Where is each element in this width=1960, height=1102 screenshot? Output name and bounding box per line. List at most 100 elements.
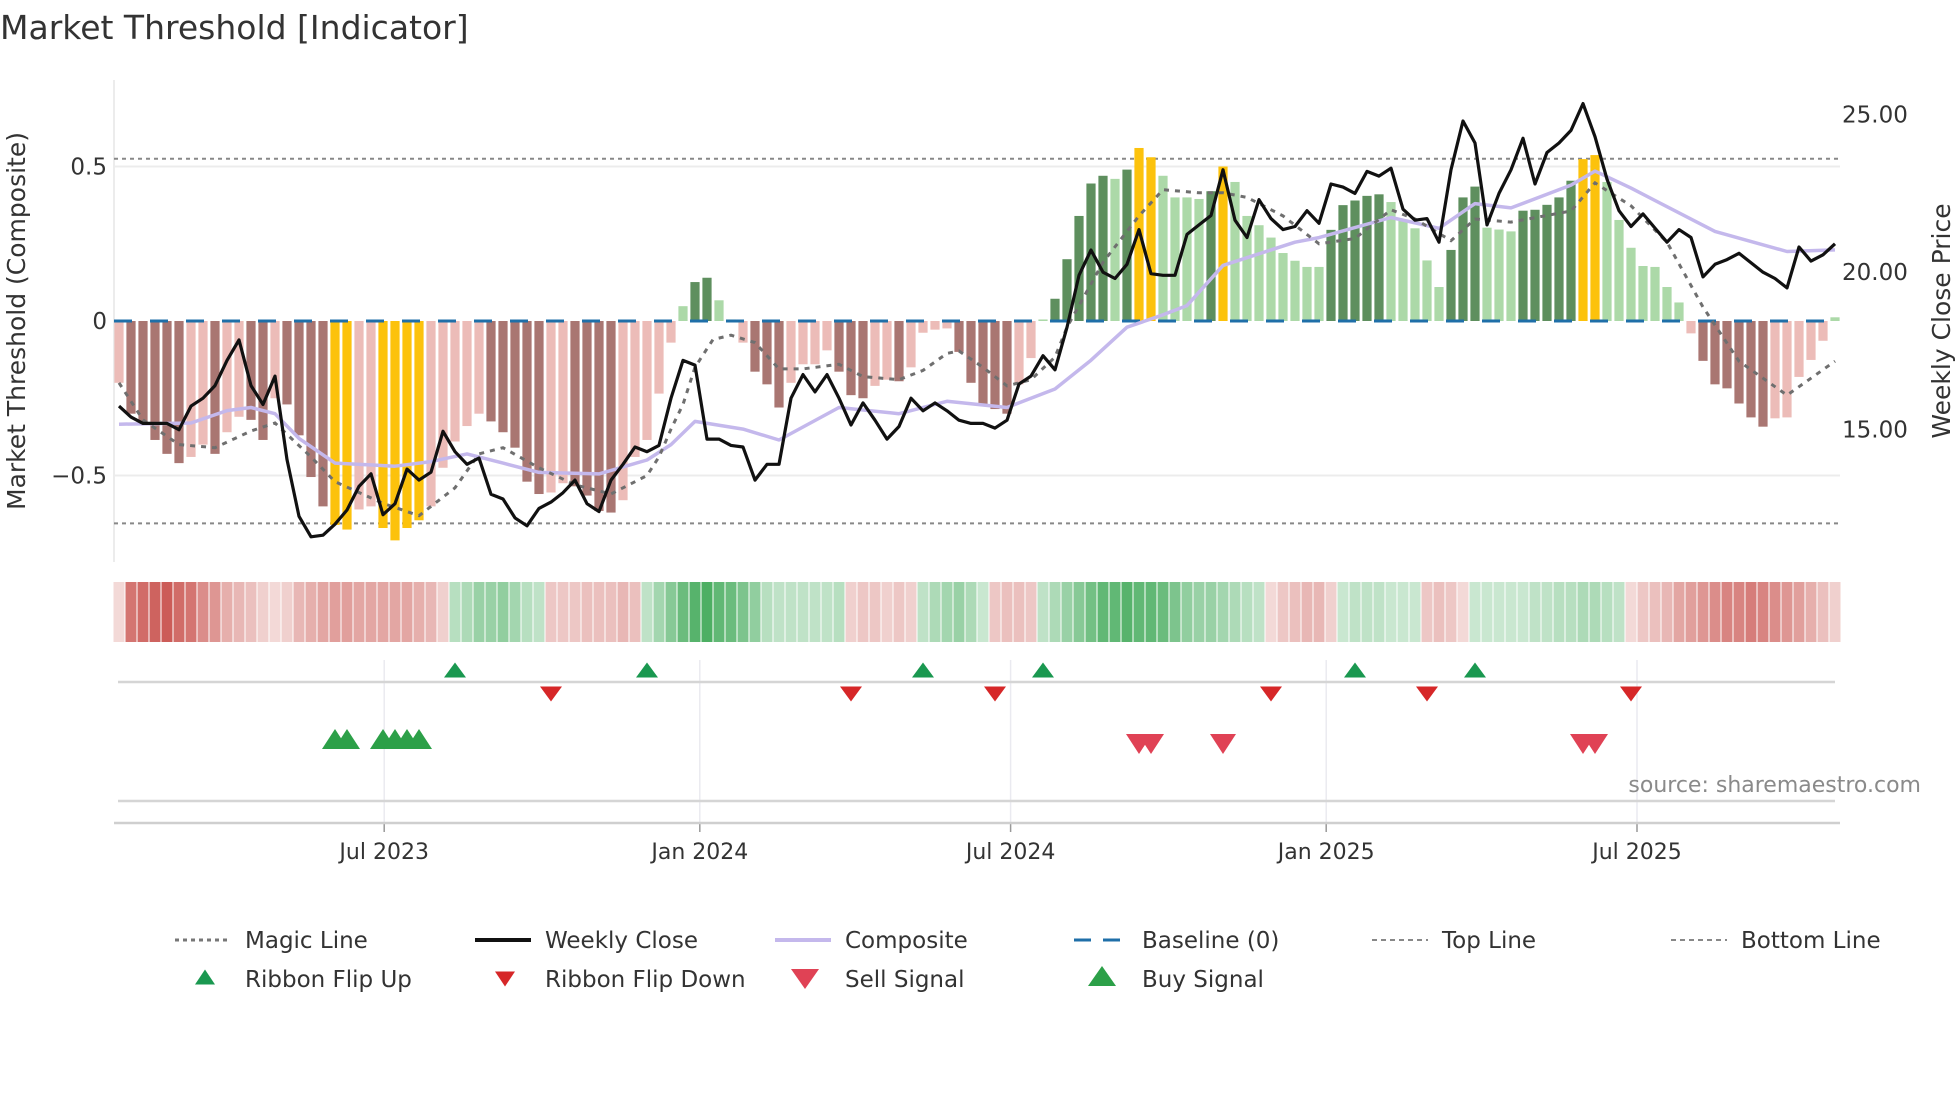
composite-bar bbox=[198, 321, 208, 445]
ribbon-cell bbox=[665, 582, 677, 642]
ribbon-cell bbox=[1457, 582, 1469, 642]
signal-rows bbox=[114, 660, 1840, 832]
composite-bar bbox=[306, 321, 316, 478]
series-lines bbox=[114, 101, 1840, 539]
ribbon-cell bbox=[1301, 582, 1313, 642]
ribbon-cell bbox=[1697, 582, 1709, 642]
y-tick-label: 0.5 bbox=[70, 155, 107, 181]
ribbon-cell bbox=[1001, 582, 1013, 642]
ribbon-cell bbox=[593, 582, 605, 642]
composite-bar bbox=[1230, 181, 1240, 321]
legend-item: Sell Signal bbox=[791, 967, 965, 993]
ribbon-cell bbox=[605, 582, 617, 642]
composite-bar bbox=[1686, 321, 1696, 334]
ribbon-cell bbox=[1157, 582, 1169, 642]
composite-bar bbox=[1302, 266, 1312, 321]
ribbon-cell bbox=[1553, 582, 1565, 642]
y-right-tick-label: 20.00 bbox=[1842, 260, 1908, 286]
y-tick-label: 0 bbox=[92, 309, 107, 335]
ribbon-cell bbox=[161, 582, 173, 642]
ribbon-cell bbox=[569, 582, 581, 642]
ribbon-cell bbox=[1733, 582, 1745, 642]
composite-bar bbox=[798, 321, 808, 365]
composite-bar bbox=[114, 321, 124, 383]
ribbon-flip-down-marker bbox=[540, 686, 562, 702]
composite-bar bbox=[822, 321, 832, 351]
ribbon-cell bbox=[1769, 582, 1781, 642]
ribbon-cell bbox=[1505, 582, 1517, 642]
ribbon-cell bbox=[617, 582, 629, 642]
composite-bar bbox=[1830, 317, 1840, 321]
ribbon-cell bbox=[1709, 582, 1721, 642]
composite-bar bbox=[834, 321, 844, 372]
composite-bar bbox=[810, 321, 820, 365]
composite-bar bbox=[846, 321, 856, 396]
ribbon-cell bbox=[1217, 582, 1229, 642]
composite-bar bbox=[642, 321, 652, 440]
ribbon-flip-up-marker bbox=[1344, 662, 1366, 678]
ribbon-cell bbox=[869, 582, 881, 642]
legend-label: Composite bbox=[845, 928, 968, 954]
composite-bar bbox=[942, 321, 952, 329]
composite-bar bbox=[1662, 287, 1672, 321]
x-tick-label: Jul 2025 bbox=[1590, 840, 1682, 865]
composite-bar bbox=[1110, 178, 1120, 321]
ribbon-cell bbox=[689, 582, 701, 642]
composite-bar bbox=[666, 321, 676, 343]
composite-bar bbox=[1386, 202, 1396, 321]
composite-bar bbox=[1806, 321, 1816, 360]
composite-bar bbox=[714, 300, 724, 321]
ribbon-flip-down-marker bbox=[1260, 686, 1282, 702]
ribbon-cell bbox=[329, 582, 341, 642]
composite-bar bbox=[630, 321, 640, 457]
ribbon-cell bbox=[1781, 582, 1793, 642]
composite-bar bbox=[1674, 302, 1684, 321]
composite-bar bbox=[510, 321, 520, 448]
composite-bar bbox=[870, 321, 880, 386]
ribbon-cell bbox=[1169, 582, 1181, 642]
ribbon-cell bbox=[533, 582, 545, 642]
ribbon-cell bbox=[317, 582, 329, 642]
composite-bar bbox=[330, 321, 340, 525]
ribbon-cell bbox=[497, 582, 509, 642]
composite-bar bbox=[1482, 227, 1492, 321]
ribbon-cell bbox=[185, 582, 197, 642]
composite-bar bbox=[1338, 205, 1348, 321]
ribbon-cell bbox=[1073, 582, 1085, 642]
composite-bar bbox=[990, 321, 1000, 410]
composite-bar bbox=[1506, 231, 1516, 321]
ribbon-cell bbox=[209, 582, 221, 642]
legend-item: Ribbon Flip Down bbox=[495, 967, 746, 993]
ribbon-cell bbox=[1721, 582, 1733, 642]
composite-bar bbox=[534, 321, 544, 495]
composite-bar bbox=[186, 321, 196, 457]
ribbon-cell bbox=[1673, 582, 1685, 642]
composite-bar bbox=[1362, 195, 1372, 321]
ribbon-flip-down-marker bbox=[1620, 686, 1642, 702]
ribbon-cell bbox=[449, 582, 461, 642]
ribbon-cell bbox=[1349, 582, 1361, 642]
composite-bar bbox=[570, 321, 580, 487]
ribbon-cell bbox=[1409, 582, 1421, 642]
legend-label: Baseline (0) bbox=[1142, 928, 1279, 954]
legend-item: Bottom Line bbox=[1671, 928, 1881, 954]
composite-bar bbox=[450, 321, 460, 442]
composite-bar bbox=[786, 321, 796, 383]
ribbon-cell bbox=[1253, 582, 1265, 642]
composite-bar bbox=[1146, 157, 1156, 321]
ribbon-cell bbox=[353, 582, 365, 642]
composite-bar bbox=[1602, 181, 1612, 321]
ribbon-cell bbox=[197, 582, 209, 642]
sell-signal-marker bbox=[1582, 734, 1608, 754]
ribbon-cell bbox=[473, 582, 485, 642]
composite-bar bbox=[1254, 225, 1264, 321]
composite-bar bbox=[1170, 197, 1180, 321]
ribbon-cell bbox=[1469, 582, 1481, 642]
axes: 0.5 0 −0.5 25.00 20.00 15.00 Jul 2023 Jan 2024 J… bbox=[51, 103, 1908, 865]
ribbon-cell bbox=[509, 582, 521, 642]
x-tick-label: Jul 2023 bbox=[337, 840, 429, 865]
y-right-tick-label: 15.00 bbox=[1842, 418, 1908, 444]
magic-line bbox=[117, 180, 1836, 518]
composite-bar bbox=[762, 321, 772, 385]
composite-bar bbox=[438, 321, 448, 468]
